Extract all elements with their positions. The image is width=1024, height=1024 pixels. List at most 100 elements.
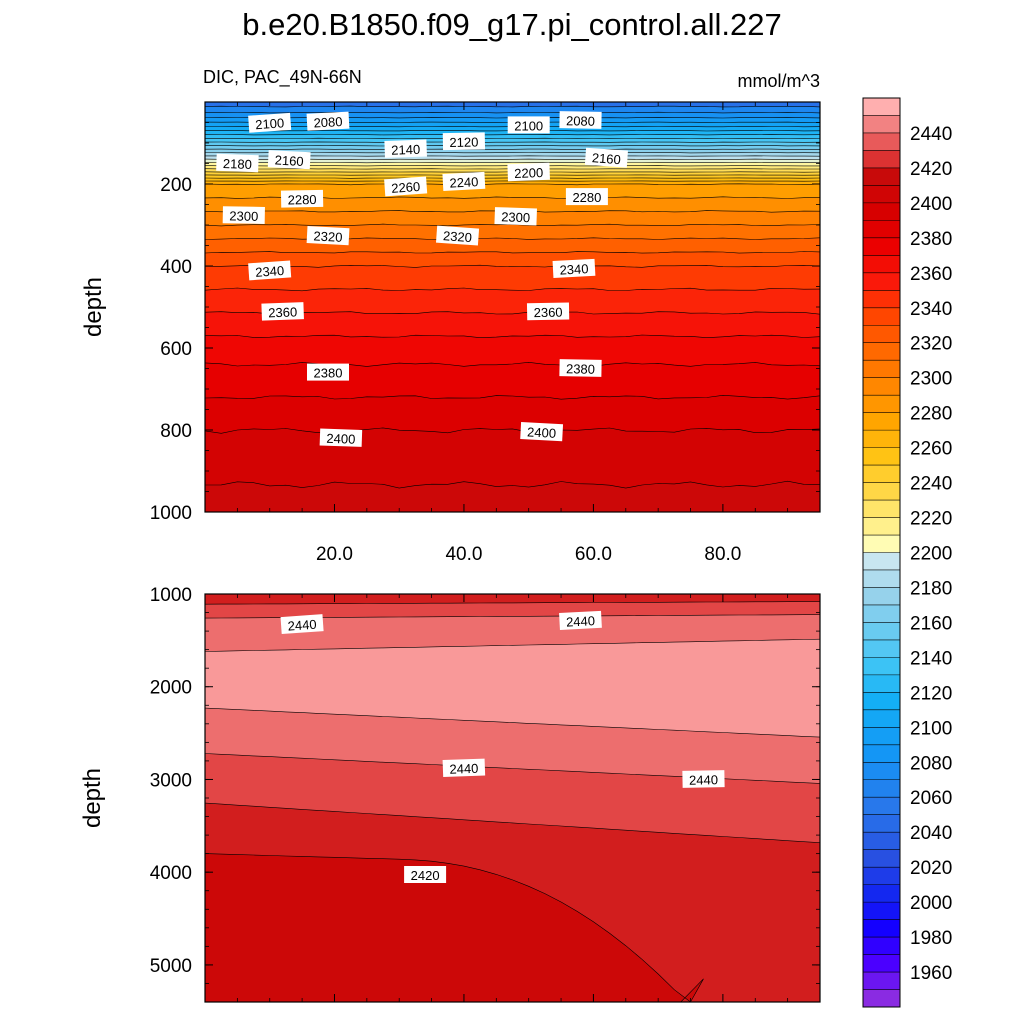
upper-contour-label: 2120 bbox=[442, 132, 486, 151]
colorbar-swatch bbox=[863, 360, 900, 379]
upper-contour-label-text: 2180 bbox=[223, 156, 252, 172]
colorbar-swatch bbox=[863, 185, 900, 204]
upper-contour-label-text: 2380 bbox=[314, 366, 343, 381]
colorbar-swatch bbox=[863, 115, 900, 134]
colorbar-swatch bbox=[863, 132, 900, 151]
lower-contour-label: 2440 bbox=[559, 610, 602, 630]
lower-contour-label: 2440 bbox=[442, 758, 486, 778]
upper-contour-label: 2340 bbox=[248, 260, 292, 281]
colorbar-tick-label: 2380 bbox=[910, 229, 952, 250]
units-subtitle: mmol/m^3 bbox=[738, 71, 820, 91]
y-tick-label: 200 bbox=[160, 175, 192, 196]
colorbar-swatch bbox=[863, 902, 900, 920]
colorbar-swatch bbox=[863, 692, 900, 711]
variable-region-subtitle: DIC, PAC_49N-66N bbox=[203, 67, 362, 88]
colorbar: 1960 1980 2000 2020 2040 2060 2080 2100 2120 2140… bbox=[862, 97, 952, 1008]
colorbar-tick-label: 2440 bbox=[910, 124, 952, 145]
colorbar-swatch bbox=[863, 395, 900, 414]
x-tick-label: 60.0 bbox=[575, 544, 612, 565]
lower-ylabel: depth bbox=[79, 768, 106, 828]
colorbar-swatch bbox=[863, 465, 900, 483]
upper-contour-label-text: 2280 bbox=[288, 192, 317, 208]
colorbar-swatch bbox=[863, 797, 900, 816]
colorbar-swatch bbox=[863, 167, 900, 186]
upper-contour-label-text: 2300 bbox=[229, 208, 258, 224]
colorbar-swatch bbox=[863, 272, 900, 291]
x-tick-label: 20.0 bbox=[316, 544, 353, 565]
colorbar-tick-label: 2100 bbox=[910, 718, 952, 739]
upper-contour-label: 2300 bbox=[494, 207, 538, 226]
upper-contour-label-text: 2100 bbox=[514, 118, 543, 133]
colorbar-swatch bbox=[863, 342, 900, 361]
colorbar-tick-label: 2240 bbox=[910, 474, 952, 495]
upper-contour-label: 2380 bbox=[307, 363, 349, 381]
upper-contour-label: 2240 bbox=[442, 171, 486, 191]
colorbar-swatch bbox=[863, 604, 900, 623]
colorbar-swatch bbox=[863, 744, 900, 763]
lower-axis-ticks: 1000 2000 3000 4000 5000 bbox=[150, 585, 821, 1003]
colorbar-swatch bbox=[863, 709, 900, 728]
upper-ylabel: depth bbox=[80, 277, 107, 337]
lower-contour-label-text: 2440 bbox=[689, 772, 718, 788]
colorbar-swatch bbox=[863, 587, 900, 606]
upper-contour-label: 2180 bbox=[216, 153, 259, 173]
colorbar-swatch bbox=[863, 727, 900, 746]
colorbar-swatch bbox=[863, 657, 900, 676]
y-tick-label: 3000 bbox=[150, 770, 192, 791]
upper-contour-label: 2280 bbox=[280, 189, 324, 208]
y-tick-label: 1000 bbox=[150, 503, 192, 524]
upper-depth-panel: 200 400 600 800 1000 20.0 40.0 60.0 80.0 2100 208… bbox=[80, 101, 821, 565]
y-tick-label: 5000 bbox=[150, 956, 192, 977]
colorbar-swatch bbox=[863, 639, 900, 658]
colorbar-swatch bbox=[863, 919, 900, 938]
upper-contour-label-text: 2080 bbox=[313, 114, 343, 130]
lower-contour-label-text: 2440 bbox=[566, 613, 596, 629]
colorbar-swatch bbox=[863, 500, 900, 518]
upper-contour-label-text: 2340 bbox=[559, 261, 589, 277]
colorbar-tick-label: 2360 bbox=[910, 264, 952, 285]
colorbar-tick-label: 1960 bbox=[910, 963, 952, 984]
upper-contour-label: 2360 bbox=[526, 302, 570, 321]
colorbar-swatch bbox=[863, 622, 900, 641]
upper-contour-label-text: 2260 bbox=[391, 179, 421, 196]
upper-contour-label: 2400 bbox=[319, 428, 363, 447]
upper-contour-label: 2100 bbox=[507, 116, 550, 134]
colorbar-swatch bbox=[863, 569, 900, 588]
colorbar-tick-label: 2420 bbox=[910, 159, 952, 180]
y-tick-label: 4000 bbox=[150, 863, 192, 884]
x-tick-label: 40.0 bbox=[445, 544, 482, 565]
colorbar-swatch bbox=[863, 954, 900, 973]
upper-contour-label-text: 2280 bbox=[572, 190, 601, 205]
colorbar-tick-label: 1980 bbox=[910, 928, 952, 949]
colorbar-swatch bbox=[863, 98, 900, 116]
colorbar-tick-label: 2020 bbox=[910, 858, 952, 879]
colorbar-swatch bbox=[863, 937, 900, 955]
colorbar-tick-label: 2300 bbox=[910, 369, 952, 390]
upper-contour-label-text: 2120 bbox=[449, 135, 478, 151]
colorbar-tick-label: 2080 bbox=[910, 753, 952, 774]
lower-contour-fill bbox=[205, 594, 820, 1002]
lower-contour-label: 2440 bbox=[280, 614, 324, 635]
upper-contour-label-text: 2340 bbox=[255, 263, 285, 280]
colorbar-swatch bbox=[863, 307, 900, 326]
upper-contour-label-text: 2160 bbox=[274, 152, 304, 168]
upper-contour-label-text: 2160 bbox=[591, 150, 621, 167]
chart-title: b.e20.B1850.f09_g17.pi_control.all.227 bbox=[242, 7, 782, 42]
upper-contour-label: 2260 bbox=[384, 176, 428, 197]
upper-contour-label-text: 2360 bbox=[268, 304, 297, 320]
colorbar-tick-label: 2180 bbox=[910, 578, 952, 599]
upper-contour-label-text: 2140 bbox=[391, 142, 420, 158]
colorbar-swatch bbox=[863, 517, 900, 536]
colorbar-swatch bbox=[863, 762, 900, 781]
colorbar-swatch bbox=[863, 430, 900, 449]
lower-depth-panel: 1000 2000 3000 4000 5000 2440 2440 2440 2440 242… bbox=[79, 585, 821, 1003]
upper-contour-label-text: 2240 bbox=[449, 174, 479, 190]
colorbar-tick-label: 2140 bbox=[910, 648, 952, 669]
upper-contour-label: 2380 bbox=[559, 359, 602, 377]
lower-contour-label: 2420 bbox=[404, 866, 447, 883]
colorbar-tick-label: 2220 bbox=[910, 509, 952, 530]
upper-contour-label: 2160 bbox=[267, 150, 311, 170]
upper-contour-label-text: 2400 bbox=[326, 431, 355, 447]
upper-contour-label-text: 2320 bbox=[443, 228, 473, 245]
